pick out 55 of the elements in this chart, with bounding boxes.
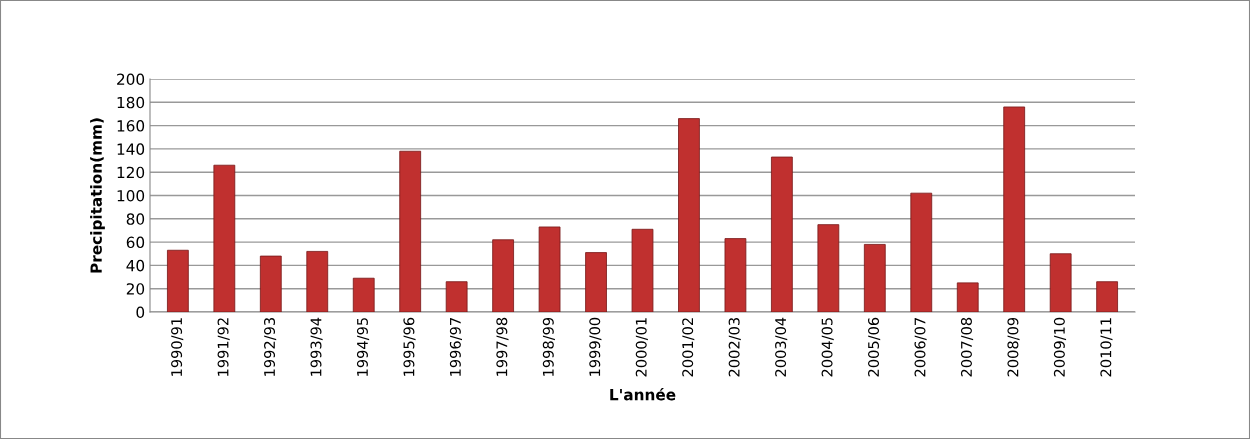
x-tick-label: 1995/96 [403, 317, 416, 376]
bar [1049, 253, 1072, 312]
y-tick-label: 160 [117, 120, 145, 132]
y-tick-label: 20 [126, 283, 145, 295]
bar [399, 150, 422, 312]
bar [492, 239, 514, 312]
bar [956, 282, 979, 312]
bar [213, 164, 236, 312]
bar [352, 277, 375, 312]
y-tick-label: 180 [117, 96, 145, 109]
x-tick-label: 2001/02 [682, 318, 695, 377]
y-tick-label: 0 [136, 306, 145, 319]
bar [724, 238, 747, 312]
bar [585, 252, 607, 312]
x-tick-label: 1993/94 [310, 317, 323, 376]
x-tick-label: 1999/00 [589, 317, 602, 376]
x-tick-label: 1997/98 [496, 317, 509, 376]
y-tick-label: 80 [126, 213, 145, 225]
x-tick-label: 1990/91 [171, 318, 184, 376]
x-tick-label: 2007/08 [960, 317, 974, 377]
bar [538, 226, 561, 312]
bar [306, 251, 329, 312]
x-tick-label: 1996/97 [449, 318, 463, 376]
x-tick-label: 2009/10 [1053, 317, 1067, 377]
bar [678, 118, 700, 312]
x-tick-label: 2000/01 [635, 318, 648, 377]
bar [259, 255, 282, 312]
x-tick-label: 2006/07 [914, 318, 927, 377]
y-tick-label: 60 [126, 236, 145, 249]
x-tick-label: 1992/93 [264, 318, 277, 376]
x-tick-label: 2003/04 [775, 317, 788, 377]
bar [167, 249, 189, 312]
x-axis-title: L'année [610, 387, 676, 401]
y-tick-label: 120 [117, 166, 145, 179]
y-axis-title: Precipitation(mm) [90, 118, 105, 273]
x-tick-label: 1994/95 [356, 318, 370, 376]
x-tick-label: 2002/03 [728, 318, 741, 377]
bar [910, 192, 933, 312]
bar [1003, 106, 1026, 312]
bar [817, 224, 840, 312]
x-tick-label: 1998/99 [542, 317, 555, 376]
x-tick-label: 1991/92 [217, 318, 230, 376]
x-tick-label: 2008/09 [1007, 317, 1020, 377]
x-tick-label: 2004/05 [821, 318, 834, 377]
y-tick-label: 100 [117, 189, 145, 202]
x-tick-label: 2010/11 [1100, 318, 1113, 377]
bar [771, 156, 793, 312]
bar [863, 244, 886, 312]
bar [1096, 281, 1118, 312]
bar [631, 228, 654, 312]
bar [445, 281, 468, 312]
y-tick-label: 40 [126, 259, 145, 272]
y-tick-label: 200 [117, 73, 145, 86]
y-tick-label: 140 [117, 143, 145, 155]
x-tick-label: 2005/06 [868, 317, 881, 377]
